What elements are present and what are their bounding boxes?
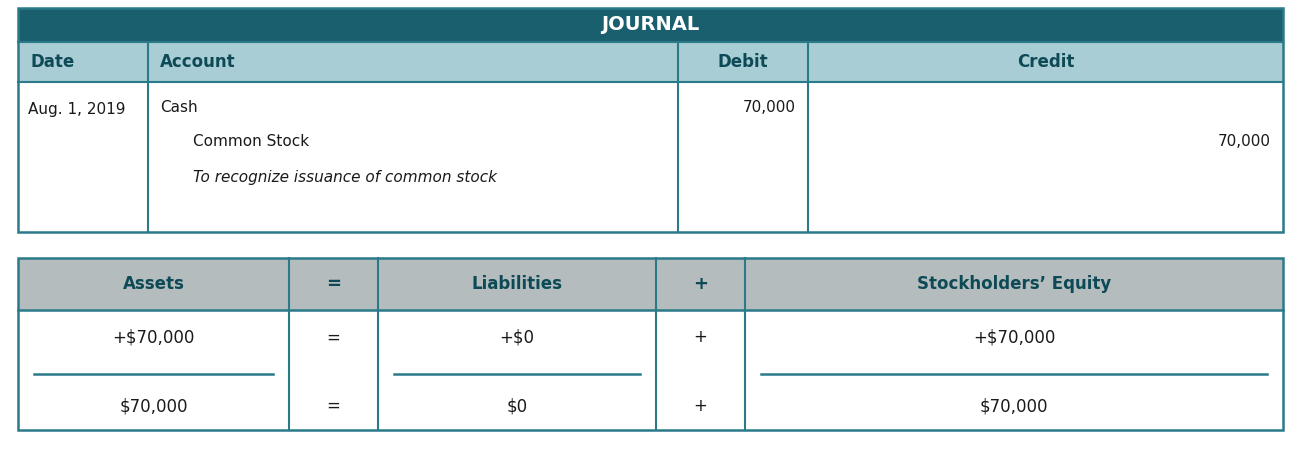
Text: Date: Date: [30, 53, 74, 71]
Text: +: +: [693, 275, 708, 293]
Text: Common Stock: Common Stock: [193, 134, 310, 149]
Text: =: =: [327, 275, 341, 293]
Text: Cash: Cash: [160, 100, 198, 115]
Text: Aug. 1, 2019: Aug. 1, 2019: [29, 102, 125, 117]
Bar: [18, 8, 1283, 232]
Bar: [18, 42, 1283, 82]
Text: To recognize issuance of common stock: To recognize issuance of common stock: [193, 170, 497, 185]
Text: Account: Account: [160, 53, 235, 71]
Text: $0: $0: [506, 397, 528, 415]
Text: +$0: +$0: [500, 329, 535, 346]
Text: Assets: Assets: [122, 275, 185, 293]
Bar: [18, 82, 1283, 232]
Text: Stockholders’ Equity: Stockholders’ Equity: [917, 275, 1111, 293]
Bar: [18, 8, 1283, 42]
Bar: [18, 258, 1283, 430]
Text: +$70,000: +$70,000: [112, 329, 195, 346]
Text: JOURNAL: JOURNAL: [601, 15, 700, 35]
Bar: [18, 258, 1283, 310]
Text: =: =: [327, 397, 341, 415]
Bar: [18, 310, 1283, 430]
Text: 70,000: 70,000: [743, 100, 796, 115]
Text: Credit: Credit: [1017, 53, 1075, 71]
Text: +$70,000: +$70,000: [973, 329, 1055, 346]
Text: $70,000: $70,000: [120, 397, 187, 415]
Text: $70,000: $70,000: [980, 397, 1049, 415]
Text: Debit: Debit: [718, 53, 769, 71]
Text: Liabilities: Liabilities: [471, 275, 562, 293]
Text: +: +: [693, 329, 708, 346]
Text: +: +: [693, 397, 708, 415]
Text: =: =: [327, 329, 341, 346]
Text: 70,000: 70,000: [1218, 134, 1271, 149]
